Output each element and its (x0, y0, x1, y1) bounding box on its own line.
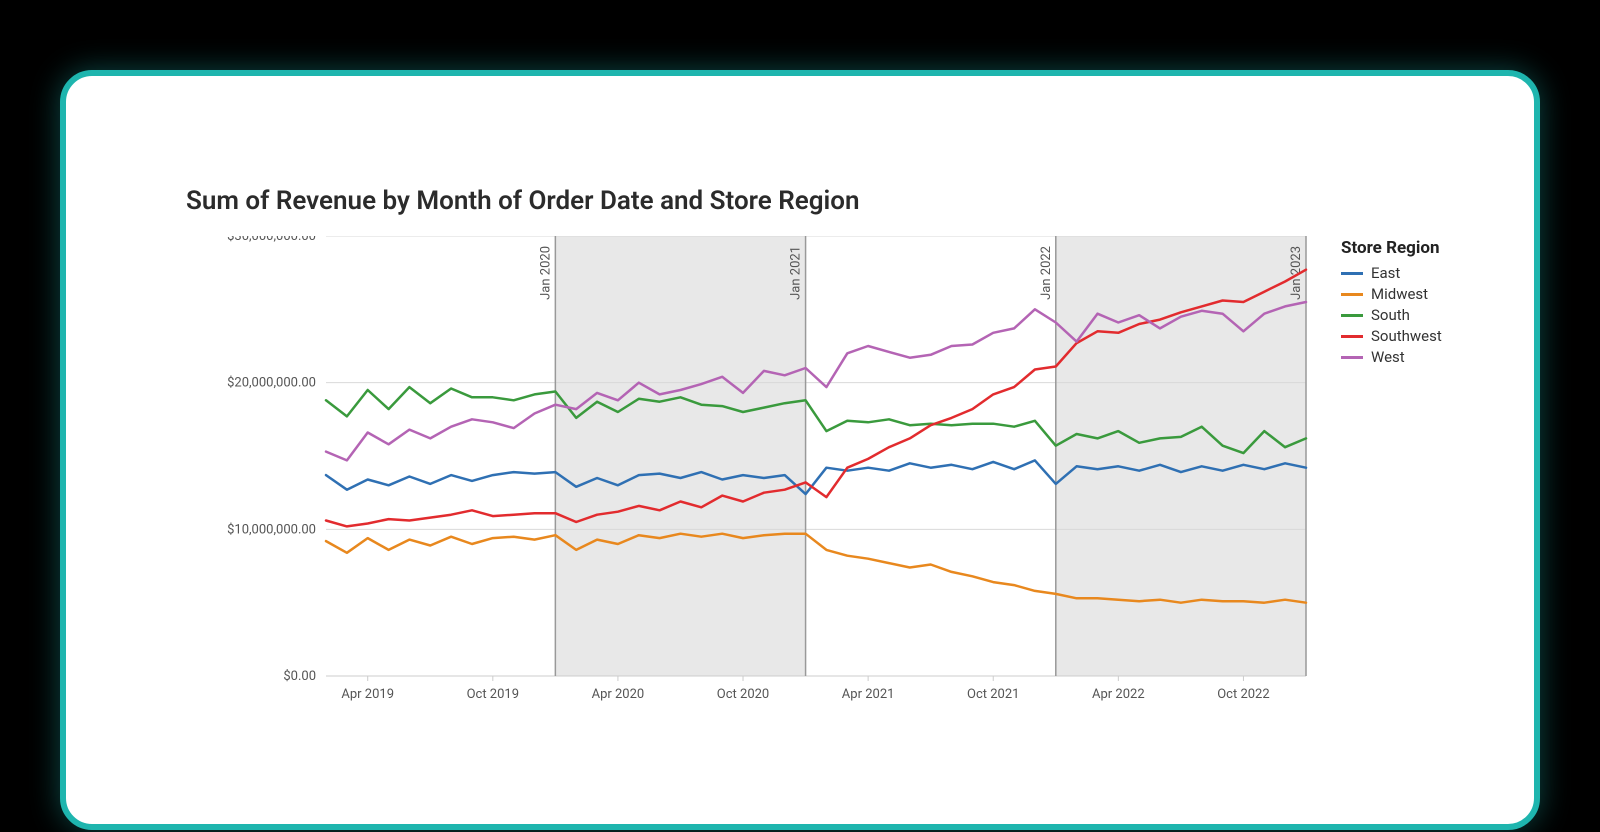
x-tick-label: Oct 2021 (967, 687, 1019, 702)
legend-swatch (1341, 356, 1363, 359)
year-band (1056, 236, 1306, 676)
year-band (555, 236, 805, 676)
legend-label: Southwest (1371, 327, 1442, 345)
year-marker-label: Jan 2022 (1039, 246, 1054, 300)
y-tick-label: $30,000,000.00 (227, 236, 316, 244)
x-tick-label: Oct 2019 (467, 687, 519, 702)
chart-title: Sum of Revenue by Month of Order Date an… (186, 186, 860, 216)
legend-item-east[interactable]: East (1341, 264, 1442, 282)
legend-label: Midwest (1371, 285, 1428, 303)
legend-item-southwest[interactable]: Southwest (1341, 327, 1442, 345)
x-tick-label: Apr 2019 (341, 687, 394, 702)
x-tick-label: Apr 2020 (592, 687, 645, 702)
legend-swatch (1341, 272, 1363, 275)
legend-label: East (1371, 264, 1400, 282)
legend-swatch (1341, 314, 1363, 317)
year-marker-label: Jan 2021 (789, 246, 804, 300)
legend-title: Store Region (1341, 238, 1442, 258)
legend-swatch (1341, 293, 1363, 296)
legend: Store Region East Midwest South Southwest We… (1341, 238, 1442, 369)
x-tick-label: Apr 2021 (842, 687, 895, 702)
legend-swatch (1341, 335, 1363, 338)
x-tick-label: Apr 2022 (1092, 687, 1145, 702)
year-marker-label: Jan 2020 (538, 246, 553, 300)
legend-label: West (1371, 348, 1405, 366)
legend-items: East Midwest South Southwest West (1341, 264, 1442, 366)
y-tick-label: $0.00 (283, 669, 316, 684)
legend-item-west[interactable]: West (1341, 348, 1442, 366)
chart-card: Sum of Revenue by Month of Order Date an… (60, 70, 1540, 830)
y-tick-label: $10,000,000.00 (227, 522, 316, 537)
legend-item-midwest[interactable]: Midwest (1341, 285, 1442, 303)
legend-label: South (1371, 306, 1410, 324)
line-chart-svg: $0.00 $10,000,000.00 $20,000,000.00 $30,000… (206, 236, 1326, 736)
y-tick-label: $20,000,000.00 (227, 376, 316, 391)
chart-plot-area: $0.00 $10,000,000.00 $20,000,000.00 $30,000… (206, 236, 1326, 736)
x-tick-label: Oct 2020 (717, 687, 769, 702)
legend-item-south[interactable]: South (1341, 306, 1442, 324)
x-tick-label: Oct 2022 (1217, 687, 1269, 702)
